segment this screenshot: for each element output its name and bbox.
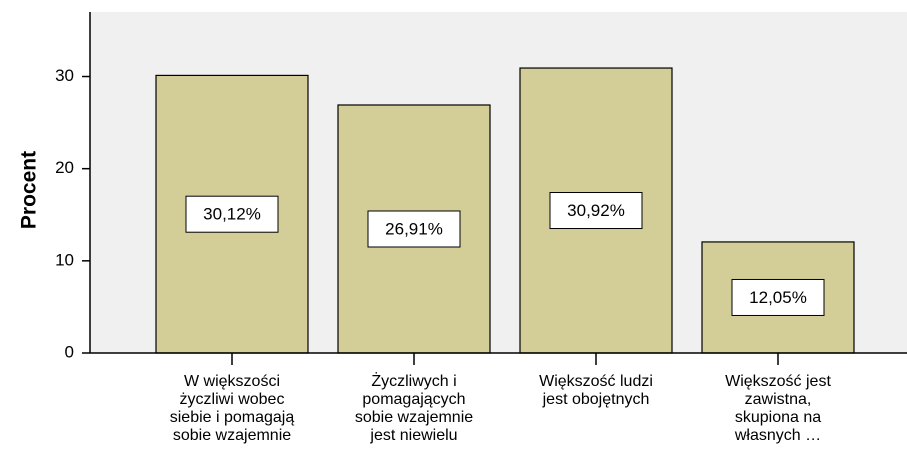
value-label: 26,91% xyxy=(385,219,443,238)
y-tick-label: 30 xyxy=(55,66,74,85)
value-label: 12,05% xyxy=(749,288,807,307)
y-tick-label: 20 xyxy=(55,158,74,177)
y-tick-label: 10 xyxy=(55,250,74,269)
value-label-box xyxy=(185,195,279,233)
value-label-box xyxy=(549,192,643,230)
value-label-box xyxy=(367,210,461,248)
value-label-box xyxy=(731,278,825,316)
y-tick-label: 0 xyxy=(65,342,74,361)
x-tick-label: Większość ludzi jest obojętnych xyxy=(539,373,653,408)
value-label: 30,92% xyxy=(567,201,625,220)
value-label: 30,12% xyxy=(203,205,261,224)
y-axis-label: Procent xyxy=(18,151,41,229)
x-tick-label: W większości życzliwi wobec siebie i pom… xyxy=(169,373,295,444)
x-tick-label: Życzliwych i pomagających sobie wzajemni… xyxy=(354,373,474,444)
x-tick-label: Większość jest zawistna, skupiona na wła… xyxy=(725,373,831,444)
